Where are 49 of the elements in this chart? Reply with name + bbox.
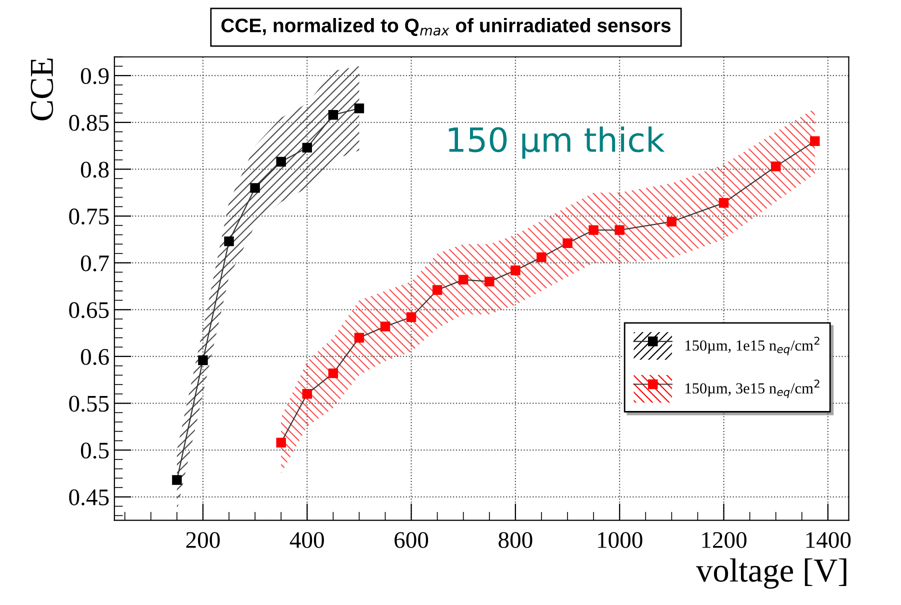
y-tick-label: 0.5 [80,442,109,459]
legend-label: 150µm, 3e15 n$_{eq}$/cm$^{2}$ [686,380,820,398]
point [614,225,624,235]
y-tick-label: 0.75 [69,208,109,225]
point [198,355,208,366]
y-axis-title: CCE [30,58,54,120]
x-tick-label: 600 [394,532,428,548]
chart-title: CCE, normalized to Q$_{max}$ of unirradiated sensors [221,18,670,36]
point [406,312,416,322]
point [276,156,286,167]
point [380,322,390,332]
y-tick-label: 0.85 [69,114,109,131]
x-tick-label: 1400 [806,532,851,548]
point [562,238,572,248]
y-tick-label: 0.8 [80,162,109,178]
point [354,104,364,114]
point [718,198,729,208]
point [328,368,338,378]
annotation: 150 µm thick [448,126,665,159]
legend-label: 150µm, 1e15 n$_{eq}$/cm$^{2}$ [686,336,820,356]
point [172,475,182,485]
point [250,183,260,193]
point [432,285,442,295]
x-tick-label: 200 [186,532,220,548]
point [458,274,468,285]
point [536,252,546,262]
point [302,142,312,153]
y-tick-label: 0.6 [80,348,109,365]
point [810,136,820,146]
point [224,236,234,246]
x-axis-title: voltage [V] [696,558,846,589]
point [276,438,286,448]
point [510,265,520,276]
point [328,110,338,120]
x-tick-label: 1000 [598,532,642,548]
point [354,332,364,343]
y-tick-label: 0.7 [80,255,109,272]
point [666,216,677,227]
x-tick-label: 1200 [702,532,746,548]
y-tick-label: 0.9 [80,68,109,84]
point [484,276,494,286]
point [302,389,312,399]
y-tick-label: 0.55 [69,396,109,412]
point [588,225,598,235]
y-tick-label: 0.45 [69,489,109,506]
y-tick-label: 0.65 [69,302,109,318]
x-tick-label: 800 [498,532,532,548]
x-tick-label: 400 [290,532,324,548]
point [770,162,781,172]
